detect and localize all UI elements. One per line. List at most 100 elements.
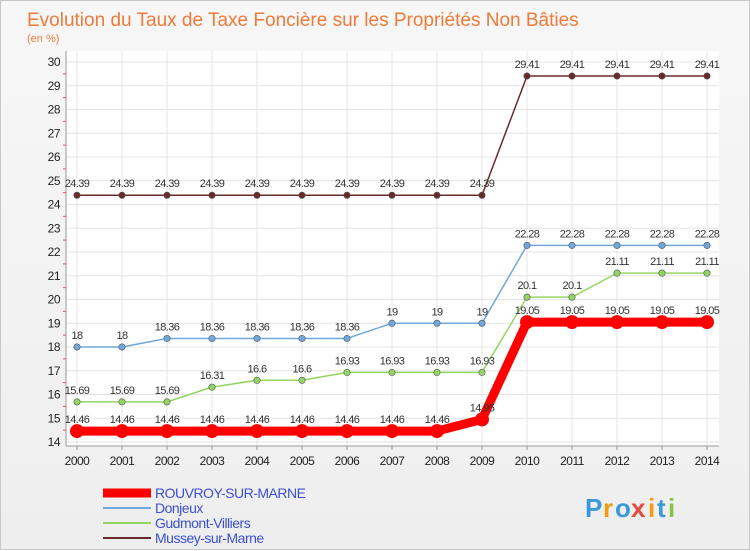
data-label-donjeux: 22.28 <box>650 228 675 240</box>
data-label-rouvroy-sur-marne: 19.05 <box>515 305 540 317</box>
data-label-rouvroy-sur-marne: 19.05 <box>560 305 585 317</box>
point-donjeux <box>343 334 351 342</box>
point-donjeux <box>658 241 666 249</box>
data-label-gudmont-villiers: 16.93 <box>470 355 495 367</box>
point-mussey-sur-marne <box>568 72 576 80</box>
data-label-rouvroy-sur-marne: 19.05 <box>650 305 675 317</box>
point-donjeux <box>208 334 216 342</box>
point-rouvroy-sur-marne <box>385 424 399 439</box>
point-rouvroy-sur-marne <box>610 315 624 330</box>
data-label-mussey-sur-marne: 24.39 <box>155 178 180 190</box>
point-donjeux <box>703 241 711 249</box>
y-tick-label: 19 <box>48 316 61 330</box>
y-tick-label: 23 <box>48 221 61 235</box>
point-rouvroy-sur-marne <box>295 424 309 439</box>
x-tick-label: 2011 <box>560 454 585 468</box>
data-label-rouvroy-sur-marne: 19.05 <box>605 305 630 317</box>
point-mussey-sur-marne <box>298 191 306 199</box>
data-label-mussey-sur-marne: 29.41 <box>515 59 540 71</box>
data-label-mussey-sur-marne: 29.41 <box>605 59 630 71</box>
y-tick-label: 26 <box>48 150 61 164</box>
point-mussey-sur-marne <box>658 72 666 80</box>
x-tick-label: 2005 <box>290 454 316 468</box>
point-mussey-sur-marne <box>208 191 216 199</box>
x-tick-label: 2014 <box>695 454 721 468</box>
point-donjeux <box>523 241 531 249</box>
point-gudmont-villiers <box>613 269 621 277</box>
point-mussey-sur-marne <box>613 72 621 80</box>
data-label-gudmont-villiers: 20.1 <box>562 280 581 292</box>
logo-letter: i <box>648 493 655 523</box>
data-label-rouvroy-sur-marne: 14.46 <box>335 414 360 426</box>
data-label-donjeux: 19 <box>476 306 488 318</box>
x-tick-label: 2002 <box>155 454 181 468</box>
data-label-rouvroy-sur-marne: 14.46 <box>245 414 270 426</box>
data-label-mussey-sur-marne: 24.39 <box>335 178 360 190</box>
y-tick-label: 24 <box>48 198 61 212</box>
point-rouvroy-sur-marne <box>475 412 489 427</box>
x-tick-label: 2001 <box>110 454 136 468</box>
y-tick-label: 29 <box>48 79 61 93</box>
data-label-rouvroy-sur-marne: 14.46 <box>155 414 180 426</box>
logo-letter: x <box>631 493 646 523</box>
data-label-donjeux: 22.28 <box>605 228 630 240</box>
data-label-mussey-sur-marne: 24.39 <box>110 178 135 190</box>
point-mussey-sur-marne <box>118 191 126 199</box>
point-mussey-sur-marne <box>163 191 171 199</box>
x-tick-label: 2009 <box>470 454 496 468</box>
y-tick-label: 14 <box>48 435 61 449</box>
point-mussey-sur-marne <box>253 191 261 199</box>
x-tick-label: 2012 <box>605 454 631 468</box>
y-tick-label: 21 <box>48 269 61 283</box>
point-gudmont-villiers <box>568 293 576 301</box>
chart-subtitle: (en %) <box>27 33 59 45</box>
data-label-gudmont-villiers: 16.93 <box>335 355 360 367</box>
x-tick-label: 2007 <box>380 454 406 468</box>
data-label-donjeux: 18 <box>71 330 83 342</box>
point-donjeux <box>568 241 576 249</box>
data-label-donjeux: 18 <box>116 330 128 342</box>
data-label-rouvroy-sur-marne: 14.95 <box>470 402 495 414</box>
x-tick-label: 2008 <box>425 454 451 468</box>
data-label-donjeux: 18.36 <box>290 321 315 333</box>
y-tick-label: 20 <box>48 293 61 307</box>
point-gudmont-villiers <box>118 398 126 406</box>
x-tick-label: 2010 <box>515 454 541 468</box>
point-donjeux <box>613 241 621 249</box>
data-label-rouvroy-sur-marne: 14.46 <box>380 414 405 426</box>
point-rouvroy-sur-marne <box>430 424 444 439</box>
data-label-donjeux: 19 <box>386 306 398 318</box>
point-gudmont-villiers <box>253 376 261 384</box>
point-rouvroy-sur-marne <box>655 315 669 330</box>
logo-letter: i <box>668 493 675 523</box>
y-tick-label: 17 <box>48 364 61 378</box>
y-tick-label: 16 <box>48 388 61 402</box>
data-label-gudmont-villiers: 20.1 <box>517 280 536 292</box>
data-label-mussey-sur-marne: 24.39 <box>200 178 225 190</box>
point-gudmont-villiers <box>523 293 531 301</box>
data-label-mussey-sur-marne: 24.39 <box>245 178 270 190</box>
point-gudmont-villiers <box>478 368 486 376</box>
point-donjeux <box>73 343 81 351</box>
point-gudmont-villiers <box>208 383 216 391</box>
data-label-mussey-sur-marne: 24.39 <box>290 178 315 190</box>
point-gudmont-villiers <box>703 269 711 277</box>
data-label-donjeux: 18.36 <box>245 321 270 333</box>
data-label-donjeux: 18.36 <box>335 321 360 333</box>
x-tick-label: 2006 <box>335 454 361 468</box>
point-donjeux <box>298 334 306 342</box>
data-label-gudmont-villiers: 21.11 <box>695 256 719 268</box>
legend-label: Gudmont-Villiers <box>155 515 251 531</box>
legend: ROUVROY-SUR-MARNEDonjeuxGudmont-Villiers… <box>103 485 306 546</box>
point-gudmont-villiers <box>388 368 396 376</box>
y-tick-label: 15 <box>48 411 61 425</box>
data-label-mussey-sur-marne: 24.39 <box>425 178 450 190</box>
point-donjeux <box>433 319 441 327</box>
data-label-mussey-sur-marne: 29.41 <box>695 59 720 71</box>
series-layer <box>70 72 714 439</box>
y-tick-label: 22 <box>48 245 61 259</box>
y-tick-label: 25 <box>48 174 61 188</box>
axes: 14 15 16 17 18 19 20 21 22 23 24 25 26 27 28 29 30 2000 20… <box>48 51 721 468</box>
data-labels: 24.39 24.39 24.39 24.39 24.39 24.39 24.39 24.39… <box>65 59 721 426</box>
